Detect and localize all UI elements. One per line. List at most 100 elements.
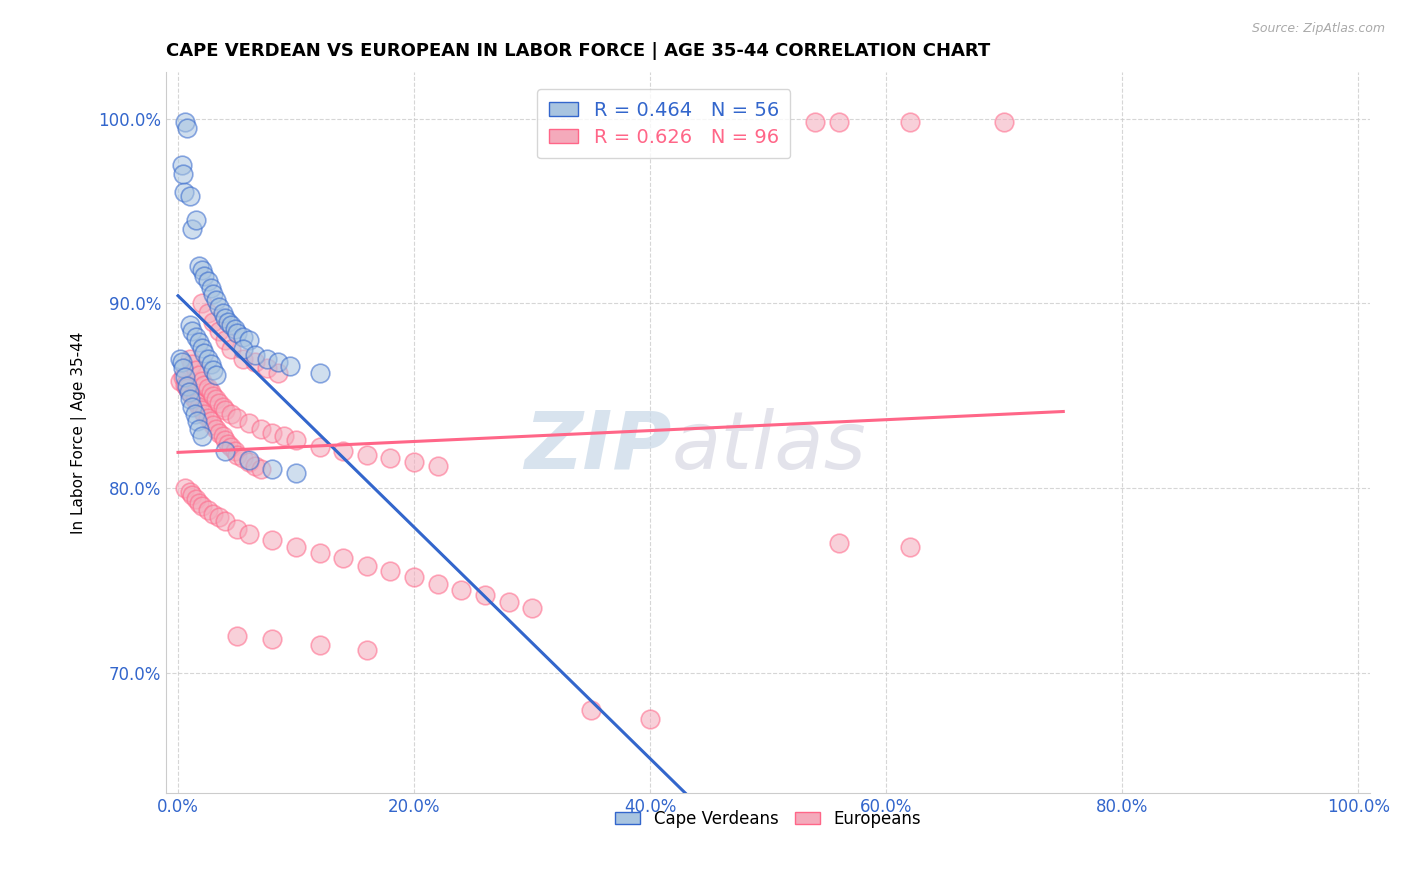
Point	[256, 360, 278, 375]
Point	[226, 410, 249, 425]
Point	[183, 407, 205, 421]
Point	[197, 305, 219, 319]
Point	[173, 186, 195, 200]
Point	[197, 351, 219, 366]
Point	[200, 357, 222, 371]
Point	[520, 601, 543, 615]
Point	[308, 545, 330, 559]
Point	[177, 384, 200, 399]
Point	[172, 360, 194, 375]
Point	[174, 481, 197, 495]
Point	[898, 115, 921, 129]
Point	[188, 334, 211, 349]
Point	[204, 368, 226, 383]
Point	[332, 551, 354, 566]
Point	[212, 400, 235, 414]
Point	[170, 355, 193, 369]
Point	[190, 296, 212, 310]
Point	[204, 392, 226, 407]
Point	[226, 448, 249, 462]
Point	[238, 333, 260, 347]
Point	[238, 455, 260, 469]
Point	[232, 351, 254, 366]
Point	[262, 462, 284, 476]
Point	[232, 329, 254, 343]
Point	[181, 389, 204, 403]
Point	[181, 357, 204, 371]
Point	[179, 384, 201, 399]
Point	[308, 440, 330, 454]
Point	[219, 318, 242, 333]
Point	[204, 293, 226, 307]
Point	[243, 458, 266, 473]
Point	[450, 582, 472, 597]
Point	[190, 263, 212, 277]
Point	[404, 569, 426, 583]
Point	[208, 324, 231, 338]
Text: ZIP: ZIP	[524, 408, 672, 486]
Point	[212, 429, 235, 443]
Point	[243, 355, 266, 369]
Point	[208, 425, 231, 440]
Point	[356, 558, 378, 573]
Point	[197, 274, 219, 288]
Point	[224, 322, 246, 336]
Point	[212, 305, 235, 319]
Point	[179, 318, 201, 333]
Point	[238, 453, 260, 467]
Point	[184, 491, 207, 506]
Point	[224, 444, 246, 458]
Point	[179, 392, 201, 407]
Point	[176, 120, 198, 135]
Point	[285, 466, 308, 480]
Point	[190, 429, 212, 443]
Point	[197, 410, 219, 425]
Point	[172, 370, 194, 384]
Point	[208, 510, 231, 524]
Point	[176, 379, 198, 393]
Point	[217, 315, 239, 329]
Point	[169, 351, 191, 366]
Point	[184, 363, 207, 377]
Point	[262, 533, 284, 547]
Point	[188, 400, 211, 414]
Point	[219, 440, 242, 454]
Point	[828, 536, 851, 550]
Y-axis label: In Labor Force | Age 35-44: In Labor Force | Age 35-44	[72, 331, 87, 533]
Point	[202, 315, 225, 329]
Point	[193, 377, 215, 392]
Point	[188, 368, 211, 383]
Point	[214, 311, 236, 326]
Point	[200, 384, 222, 399]
Point	[474, 588, 496, 602]
Point	[179, 189, 201, 203]
Point	[169, 374, 191, 388]
Point	[172, 167, 194, 181]
Point	[188, 496, 211, 510]
Point	[579, 702, 602, 716]
Point	[217, 436, 239, 450]
Point	[190, 374, 212, 388]
Point	[262, 425, 284, 440]
Point	[332, 444, 354, 458]
Point	[828, 115, 851, 129]
Point	[249, 462, 271, 476]
Point	[243, 348, 266, 362]
Point	[238, 527, 260, 541]
Point	[232, 451, 254, 466]
Text: CAPE VERDEAN VS EUROPEAN IN LABOR FORCE | AGE 35-44 CORRELATION CHART: CAPE VERDEAN VS EUROPEAN IN LABOR FORCE …	[166, 42, 990, 60]
Point	[208, 396, 231, 410]
Point	[804, 115, 827, 129]
Point	[200, 281, 222, 295]
Point	[285, 540, 308, 554]
Point	[404, 455, 426, 469]
Point	[197, 381, 219, 395]
Point	[181, 488, 204, 502]
Text: atlas: atlas	[672, 408, 866, 486]
Point	[193, 268, 215, 283]
Point	[176, 381, 198, 395]
Point	[356, 643, 378, 657]
Point	[219, 407, 242, 421]
Point	[498, 595, 520, 609]
Point	[273, 429, 295, 443]
